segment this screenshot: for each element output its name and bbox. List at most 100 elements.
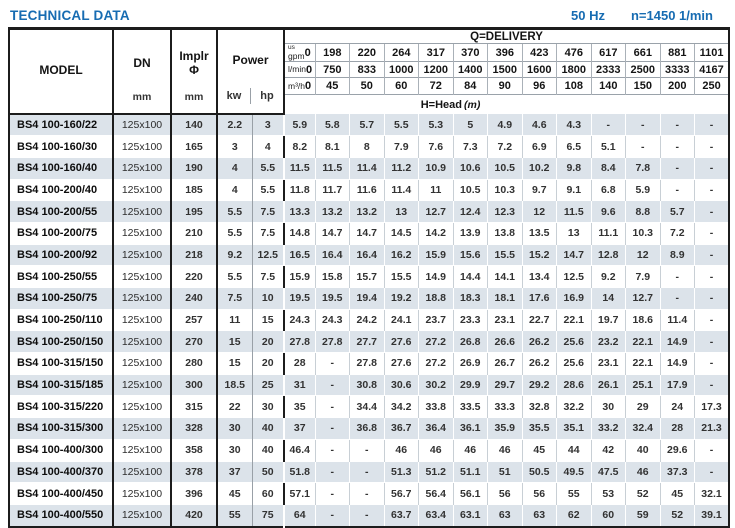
head-value-cell: 46 (452, 438, 488, 461)
impeller-cell: 270 (170, 330, 217, 353)
impeller-header-label: Implr (179, 48, 209, 63)
table-row: BS4 100-315/150 125x100 280 15 20 28-27.8 27.6… (9, 352, 730, 375)
head-value-cell: 33.5 (452, 395, 488, 418)
impeller-cell: 218 (170, 243, 217, 266)
head-value-cell: 12.5 (556, 265, 592, 288)
lmin-value-cell: 1800 (556, 61, 592, 78)
head-value-cell: 30.8 (349, 373, 385, 396)
model-cell: BS4 100-250/110 (9, 308, 113, 331)
head-value-cell: 11.5 (314, 156, 350, 180)
head-value-cell: 17.9 (659, 373, 695, 396)
hp-cell: 75 (251, 503, 285, 527)
head-value-cell: 15.9 (283, 265, 316, 288)
hp-cell: 10 (251, 287, 285, 310)
gpm-label: gpm (288, 50, 305, 61)
model-cell: BS4 100-160/40 (9, 156, 113, 180)
head-value-cell: 8.2 (283, 135, 316, 158)
kw-cell: 22 (216, 395, 252, 418)
table-row: BS4 100-160/30 125x100 165 3 4 8.2 8.1 8 7.9 7.6 7… (9, 135, 730, 158)
head-value-cell: 26.2 (521, 352, 557, 375)
head-value-cell: 63.1 (452, 503, 488, 527)
head-value-cell: 9.6 (590, 200, 626, 223)
frequency-label: 50 Hz (571, 8, 605, 23)
hp-cell: 7.5 (251, 200, 285, 223)
head-value-cell: 30 (590, 395, 626, 418)
head-value-cell: 33.2 (590, 417, 626, 440)
head-value-cell: - (659, 265, 695, 288)
head-value-cell: 17.3 (694, 395, 730, 418)
head-value-cell: - (694, 373, 730, 396)
kw-cell: 15 (216, 352, 252, 375)
head-value-cell: - (625, 135, 661, 158)
head-value-cell: 33.8 (418, 395, 454, 418)
head-value-cell: 29.9 (452, 373, 488, 396)
head-value-cell: 16.5 (283, 243, 316, 266)
head-value-cell: 51 (487, 460, 523, 483)
head-value-cell: 7.3 (452, 135, 488, 158)
head-value-cell: 4.6 (521, 112, 557, 136)
head-value-cell: 27.7 (349, 330, 385, 353)
table-row: BS4 100-200/92 125x100 218 9.2 12.5 16.5 16.4 1… (9, 243, 730, 266)
head-value-cell: - (349, 482, 385, 505)
model-cell: BS4 100-315/150 (9, 352, 113, 375)
hp-cell: 4 (251, 135, 285, 158)
head-value-cell: - (694, 112, 730, 136)
impeller-cell: 396 (170, 482, 217, 505)
head-value-cell: 31 (283, 373, 316, 396)
head-value-cell: - (314, 482, 350, 505)
gpm-zero-value: 0 (304, 46, 311, 59)
model-cell: BS4 100-400/370 (9, 460, 113, 483)
table-row: BS4 100-200/40 125x100 185 4 5.5 11.8 11.7 11.6… (9, 178, 730, 201)
head-value-cell: 14.2 (418, 221, 454, 245)
head-value-cell: - (694, 308, 730, 331)
gpm-value-cell: 317 (418, 43, 454, 62)
kw-cell: 45 (216, 482, 252, 505)
kw-cell: 30 (216, 417, 252, 440)
head-value-cell: 46.4 (283, 438, 316, 461)
model-cell: BS4 100-315/300 (9, 417, 113, 440)
head-value-cell: 5.7 (659, 200, 695, 223)
gpm-value-cell: 617 (590, 43, 626, 62)
model-cell: BS4 100-160/30 (9, 135, 113, 158)
head-value-cell: 5.8 (314, 112, 350, 136)
head-value-cell: 35.1 (556, 417, 592, 440)
head-value-cell: 10.3 (625, 221, 661, 245)
head-value-cell: 5.7 (349, 112, 385, 136)
head-value-cell: - (314, 395, 350, 418)
lmin-value-cell: 1600 (521, 61, 557, 78)
head-value-cell: 63 (521, 503, 557, 527)
head-value-cell: 5.3 (418, 112, 454, 136)
head-value-cell: 4.3 (556, 112, 592, 136)
head-value-cell: 59 (625, 503, 661, 527)
head-value-cell: 19.5 (314, 287, 350, 310)
head-value-cell: - (694, 352, 730, 375)
head-value-cell: 53 (590, 482, 626, 505)
head-value-cell: 27.2 (418, 352, 454, 375)
head-value-cell: 15.5 (487, 243, 523, 266)
head-value-cell: 36.1 (452, 417, 488, 440)
head-value-cell: 46 (418, 438, 454, 461)
top-bar: TECHNICAL DATA 50 Hz n=1450 1/min (0, 0, 735, 27)
kw-cell: 3 (216, 135, 252, 158)
impeller-phi-symbol: Φ (189, 62, 199, 77)
hp-cell: 60 (251, 482, 285, 505)
head-value-cell: 12 (625, 243, 661, 266)
gpm-value-cell: 264 (383, 43, 419, 62)
kw-cell: 18.5 (216, 373, 252, 396)
kw-cell: 4 (216, 178, 252, 201)
head-value-cell: 36.7 (383, 417, 419, 440)
lmin-unit-cell: l/min 0 (283, 61, 316, 78)
head-value-cell: 22.1 (625, 330, 661, 353)
head-value-cell: 16.2 (383, 243, 419, 266)
head-value-cell: 64 (283, 503, 316, 527)
m3h-value-cell: 50 (349, 77, 385, 95)
head-value-cell: 23.7 (418, 308, 454, 331)
lmin-value-cell: 1500 (487, 61, 523, 78)
head-value-cell: 45 (659, 482, 695, 505)
lmin-value-cell: 750 (314, 61, 350, 78)
head-value-cell: 52 (625, 482, 661, 505)
m3h-label: m³/h (288, 80, 306, 91)
head-value-cell: 22.1 (556, 308, 592, 331)
model-cell: BS4 100-315/185 (9, 373, 113, 396)
hp-cell: 7.5 (251, 221, 285, 245)
